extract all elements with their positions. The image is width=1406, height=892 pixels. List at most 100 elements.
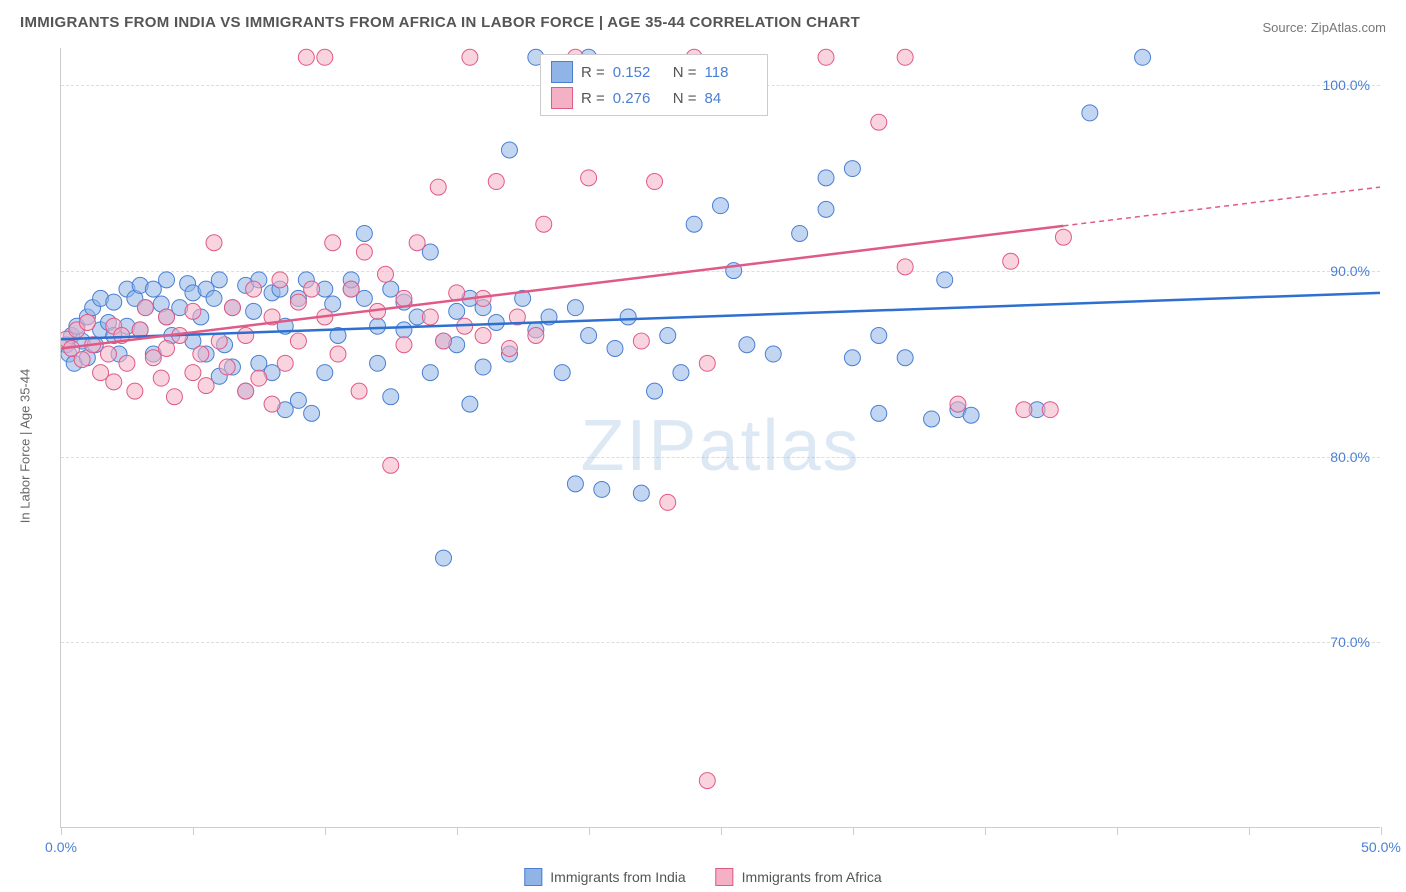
scatter-point: [818, 49, 834, 65]
scatter-point: [251, 370, 267, 386]
scatter-point: [488, 174, 504, 190]
scatter-point: [422, 309, 438, 325]
scatter-point: [462, 396, 478, 412]
y-axis-label: In Labor Force | Age 35-44: [18, 369, 33, 523]
scatter-point: [185, 365, 201, 381]
x-tick: [1381, 827, 1382, 835]
scatter-point: [79, 315, 95, 331]
x-tick: [193, 827, 194, 835]
scatter-point: [620, 309, 636, 325]
scatter-point: [137, 300, 153, 316]
scatter-point: [673, 365, 689, 381]
scatter-point: [159, 272, 175, 288]
scatter-point: [501, 340, 517, 356]
n-label: N =: [673, 64, 697, 81]
legend-item: Immigrants from Africa: [716, 868, 882, 886]
legend-swatch: [551, 61, 573, 83]
scatter-point: [238, 383, 254, 399]
scatter-point: [1055, 229, 1071, 245]
scatter-point: [792, 225, 808, 241]
scatter-point: [436, 550, 452, 566]
n-label: N =: [673, 90, 697, 107]
scatter-point: [937, 272, 953, 288]
n-value: 84: [705, 90, 757, 107]
x-tick: [985, 827, 986, 835]
scatter-point: [567, 476, 583, 492]
n-value: 118: [705, 64, 757, 81]
scatter-point: [211, 333, 227, 349]
scatter-point: [554, 365, 570, 381]
scatter-point: [290, 294, 306, 310]
scatter-point: [1016, 402, 1032, 418]
scatter-point: [897, 259, 913, 275]
scatter-point: [818, 201, 834, 217]
scatter-point: [449, 303, 465, 319]
scatter-point: [871, 114, 887, 130]
scatter-point: [246, 303, 262, 319]
scatter-point: [536, 216, 552, 232]
scatter-point: [660, 327, 676, 343]
scatter-point: [950, 396, 966, 412]
x-tick: [853, 827, 854, 835]
scatter-point: [127, 383, 143, 399]
scatter-point: [198, 378, 214, 394]
r-value: 0.276: [613, 90, 665, 107]
scatter-point: [396, 290, 412, 306]
r-label: R =: [581, 64, 605, 81]
scatter-point: [581, 327, 597, 343]
scatter-point: [119, 355, 135, 371]
scatter-point: [739, 337, 755, 353]
scatter-point: [383, 389, 399, 405]
scatter-point: [166, 389, 182, 405]
scatter-point: [594, 481, 610, 497]
scatter-point: [193, 346, 209, 362]
scatter-point: [1135, 49, 1151, 65]
correlation-legend: R = 0.152 N = 118R = 0.276 N = 84: [540, 54, 768, 116]
scatter-point: [647, 174, 663, 190]
scatter-point: [290, 392, 306, 408]
scatter-point: [963, 407, 979, 423]
scatter-point: [153, 370, 169, 386]
scatter-point: [159, 340, 175, 356]
scatter-point: [844, 350, 860, 366]
legend-item: Immigrants from India: [524, 868, 685, 886]
scatter-point: [272, 272, 288, 288]
x-tick: [61, 827, 62, 835]
series-legend: Immigrants from India Immigrants from Afr…: [524, 868, 881, 886]
scatter-point: [897, 49, 913, 65]
scatter-point: [264, 396, 280, 412]
source-attribution: Source: ZipAtlas.com: [1262, 20, 1386, 35]
scatter-point: [106, 294, 122, 310]
scatter-point: [206, 290, 222, 306]
scatter-point: [370, 318, 386, 334]
r-value: 0.152: [613, 64, 665, 81]
scatter-point: [633, 333, 649, 349]
scatter-point: [1082, 105, 1098, 121]
scatter-point: [377, 266, 393, 282]
scatter-point: [317, 49, 333, 65]
scatter-point: [330, 346, 346, 362]
scatter-point: [430, 179, 446, 195]
chart-plot-area: ZIPatlas 70.0%80.0%90.0%100.0%0.0%50.0%: [60, 48, 1380, 828]
scatter-point: [633, 485, 649, 501]
scatter-point: [211, 272, 227, 288]
correlation-row: R = 0.152 N = 118: [551, 59, 757, 85]
scatter-point: [396, 322, 412, 338]
scatter-point: [699, 773, 715, 789]
scatter-point: [317, 365, 333, 381]
scatter-point: [396, 337, 412, 353]
scatter-point: [100, 346, 116, 362]
trend-line-dashed: [1063, 187, 1380, 226]
scatter-point: [409, 235, 425, 251]
x-tick-label: 0.0%: [45, 839, 77, 855]
scatter-point: [356, 225, 372, 241]
scatter-point: [818, 170, 834, 186]
scatter-point: [686, 216, 702, 232]
scatter-point: [343, 281, 359, 297]
scatter-point: [351, 383, 367, 399]
scatter-point: [501, 142, 517, 158]
scatter-point: [238, 327, 254, 343]
scatter-point: [475, 359, 491, 375]
scatter-point: [159, 309, 175, 325]
scatter-point: [325, 235, 341, 251]
